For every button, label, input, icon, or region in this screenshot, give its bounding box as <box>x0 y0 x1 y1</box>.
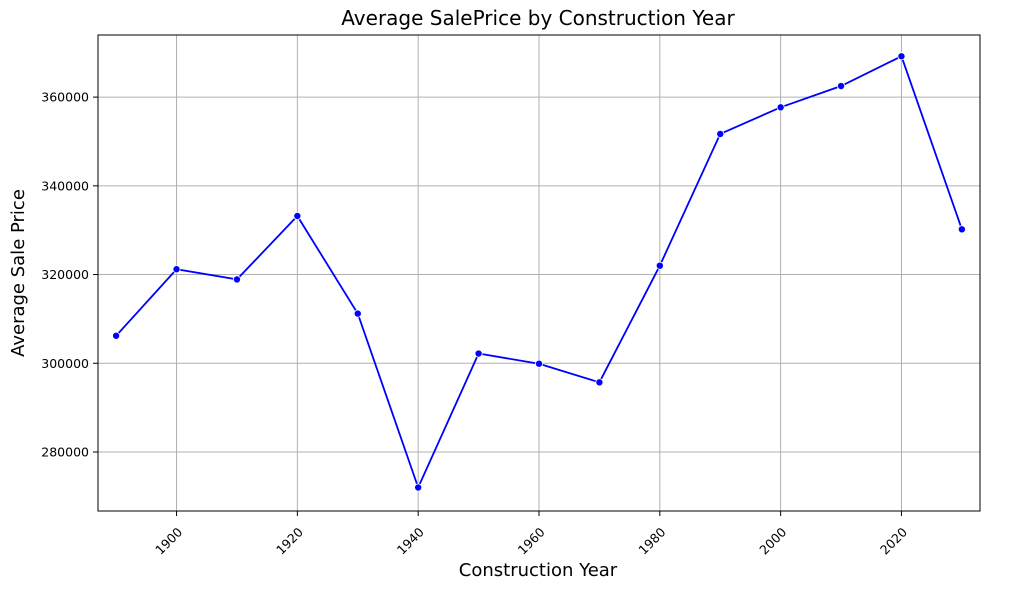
data-point <box>716 129 725 138</box>
x-tick-label: 2000 <box>756 524 789 557</box>
x-axis: 1900 1920 1940 1960 1980 2000 2020 <box>152 511 910 558</box>
y-tick-label: 360000 <box>41 90 89 105</box>
data-point <box>112 331 121 340</box>
x-tick-label: 1920 <box>273 524 306 557</box>
x-tick-label: 1960 <box>515 524 548 557</box>
y-tick-label: 320000 <box>41 267 89 282</box>
data-point <box>837 82 846 91</box>
data-point <box>474 349 483 358</box>
x-tick-label: 1900 <box>152 524 185 557</box>
data-point <box>535 359 544 368</box>
x-tick-label: 1940 <box>394 524 427 557</box>
y-axis-label: Average Sale Price <box>8 189 29 357</box>
y-tick-label: 300000 <box>41 356 89 371</box>
data-point <box>776 103 785 112</box>
data-point <box>172 265 181 274</box>
data-point <box>655 261 664 270</box>
data-point <box>353 309 362 318</box>
y-tick-label: 340000 <box>41 178 89 193</box>
data-point <box>595 378 604 387</box>
y-axis: 280000 300000 320000 340000 360000 <box>41 90 98 459</box>
x-tick-label: 2020 <box>877 524 910 557</box>
x-axis-label: Construction Year <box>459 560 618 581</box>
y-tick-label: 280000 <box>41 444 89 459</box>
grid <box>98 35 980 511</box>
chart-title: Average SalePrice by Construction Year <box>341 6 735 30</box>
data-point <box>293 211 302 220</box>
data-point <box>957 225 966 234</box>
x-tick-label: 1980 <box>635 524 668 557</box>
data-point <box>414 483 423 492</box>
data-point <box>897 52 906 61</box>
data-series <box>112 52 966 492</box>
data-point <box>232 275 241 284</box>
